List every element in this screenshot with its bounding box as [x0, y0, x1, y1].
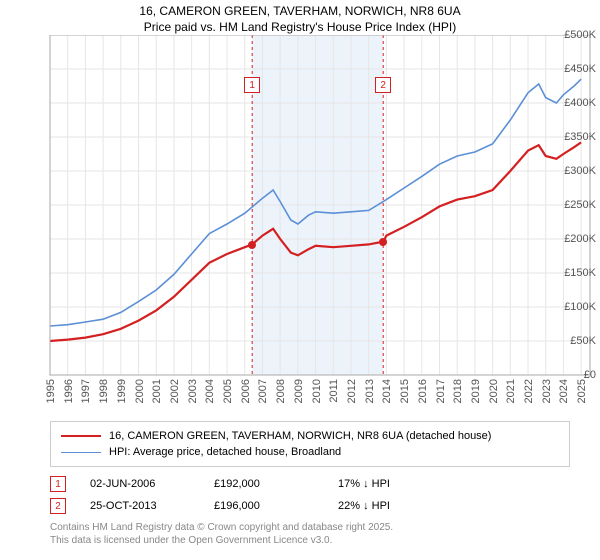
x-axis-tick: 2012: [346, 379, 358, 403]
footer-line-2: This data is licensed under the Open Gov…: [50, 534, 570, 547]
x-axis-tick: 1998: [98, 379, 110, 403]
x-axis-tick: 2024: [558, 379, 570, 403]
chart-plot-area: £0£50K£100K£150K£200K£250K£300K£350K£400…: [0, 35, 600, 413]
marker-pct-vs-hpi: 22% ↓ HPI: [338, 500, 438, 512]
sale-marker-badge: 2: [375, 77, 391, 93]
legend-label: HPI: Average price, detached house, Broa…: [109, 446, 341, 458]
y-axis-tick: £400K: [550, 97, 596, 109]
price-point-dot: [379, 238, 387, 246]
price-point-dot: [248, 241, 256, 249]
y-axis-tick: £100K: [550, 301, 596, 313]
marker-price: £196,000: [214, 500, 314, 512]
x-axis-tick: 2018: [452, 379, 464, 403]
x-axis-tick: 1996: [63, 379, 75, 403]
marker-table-row: 1 02-JUN-2006 £192,000 17% ↓ HPI: [50, 473, 570, 495]
footer-attribution: Contains HM Land Registry data © Crown c…: [50, 521, 570, 547]
legend-swatch: [61, 452, 101, 453]
marker-table: 1 02-JUN-2006 £192,000 17% ↓ HPI 2 25-OCT-201…: [50, 473, 570, 517]
legend-row: 16, CAMERON GREEN, TAVERHAM, NORWICH, NR…: [61, 428, 559, 444]
sale-marker-badge: 1: [244, 77, 260, 93]
marker-pct-vs-hpi: 17% ↓ HPI: [338, 478, 438, 490]
x-axis-tick: 2013: [364, 379, 376, 403]
x-axis-tick: 2004: [204, 379, 216, 403]
marker-date: 25-OCT-2013: [90, 500, 190, 512]
chart-title: 16, CAMERON GREEN, TAVERHAM, NORWICH, NR…: [0, 0, 600, 35]
marker-id-badge: 2: [50, 498, 66, 514]
x-axis-tick: 2020: [488, 379, 500, 403]
x-axis-tick: 2006: [240, 379, 252, 403]
x-axis-tick: 2016: [417, 379, 429, 403]
x-axis-tick: 2011: [328, 379, 340, 403]
legend: 16, CAMERON GREEN, TAVERHAM, NORWICH, NR…: [50, 421, 570, 467]
x-axis-tick: 2000: [134, 379, 146, 403]
legend-swatch: [61, 435, 101, 437]
x-axis-tick: 2001: [151, 379, 163, 403]
x-axis-tick: 2005: [222, 379, 234, 403]
marker-date: 02-JUN-2006: [90, 478, 190, 490]
x-axis-tick: 2014: [381, 379, 393, 403]
y-axis-tick: £350K: [550, 131, 596, 143]
marker-price: £192,000: [214, 478, 314, 490]
x-axis-tick: 2002: [169, 379, 181, 403]
y-axis-tick: £450K: [550, 63, 596, 75]
legend-row: HPI: Average price, detached house, Broa…: [61, 444, 559, 460]
x-axis-tick: 1999: [116, 379, 128, 403]
x-axis-tick: 2010: [311, 379, 323, 403]
y-axis-tick: £300K: [550, 165, 596, 177]
x-axis-tick: 1997: [80, 379, 92, 403]
x-axis-tick: 2025: [576, 379, 588, 403]
marker-id-badge: 1: [50, 476, 66, 492]
x-axis-tick: 2017: [435, 379, 447, 403]
y-axis-tick: £500K: [550, 29, 596, 41]
x-axis-tick: 2007: [257, 379, 269, 403]
footer-line-1: Contains HM Land Registry data © Crown c…: [50, 521, 570, 534]
legend-label: 16, CAMERON GREEN, TAVERHAM, NORWICH, NR…: [109, 430, 491, 442]
y-axis-tick: £200K: [550, 233, 596, 245]
x-axis-tick: 2022: [523, 379, 535, 403]
marker-table-row: 2 25-OCT-2013 £196,000 22% ↓ HPI: [50, 495, 570, 517]
y-axis-tick: £250K: [550, 199, 596, 211]
x-axis-tick: 2003: [187, 379, 199, 403]
y-axis-tick: £150K: [550, 267, 596, 279]
x-axis-tick: 2021: [505, 379, 517, 403]
x-axis-tick: 2019: [470, 379, 482, 403]
title-line-1: 16, CAMERON GREEN, TAVERHAM, NORWICH, NR…: [0, 4, 600, 20]
x-axis-tick: 2009: [293, 379, 305, 403]
x-axis-tick: 2023: [541, 379, 553, 403]
title-line-2: Price paid vs. HM Land Registry's House …: [0, 20, 600, 36]
x-axis-tick: 1995: [45, 379, 57, 403]
y-axis-tick: £50K: [550, 335, 596, 347]
x-axis-tick: 2015: [399, 379, 411, 403]
x-axis-tick: 2008: [275, 379, 287, 403]
